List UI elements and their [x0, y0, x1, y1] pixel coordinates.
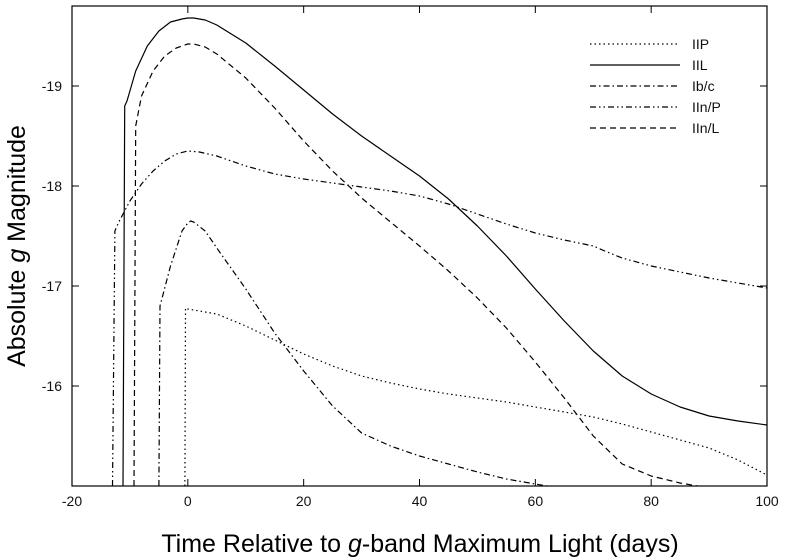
legend-label: IIn/P — [692, 99, 721, 115]
y-tick-label: -18 — [42, 178, 62, 194]
x-tick-label: 100 — [755, 493, 779, 509]
x-tick-label: 60 — [528, 493, 544, 509]
x-tick-label: 20 — [296, 493, 312, 509]
x-tick-label: 40 — [412, 493, 428, 509]
legend-label: IIP — [692, 36, 709, 52]
x-tick-label: -20 — [62, 493, 82, 509]
y-tick-label: -16 — [42, 378, 62, 394]
series-line-iin-p — [111, 150, 767, 486]
series-line-iil — [122, 17, 767, 486]
legend: IIP IIL Ib/c IIn/P IIn/L — [590, 36, 721, 136]
y-tick-label: -17 — [42, 278, 62, 294]
x-axis-title: Time Relative to g-band Maximum Light (d… — [161, 530, 678, 558]
x-tick-label: 80 — [643, 493, 659, 509]
series-line-iin-l — [133, 43, 698, 486]
series-line-ib-c — [158, 220, 548, 486]
legend-label: IIn/L — [692, 120, 719, 136]
legend-label: Ib/c — [692, 78, 715, 94]
series-layer — [111, 17, 767, 486]
y-tick-label: -19 — [42, 78, 62, 94]
legend-label: IIL — [692, 57, 708, 73]
axis-ticks: -20 0 20 40 60 80 100 -16 -17 -18 -19 — [42, 6, 779, 509]
y-axis-title: Absolute g Magnitude — [3, 125, 31, 367]
x-tick-label: 0 — [184, 493, 192, 509]
series-line-iip — [184, 307, 767, 486]
